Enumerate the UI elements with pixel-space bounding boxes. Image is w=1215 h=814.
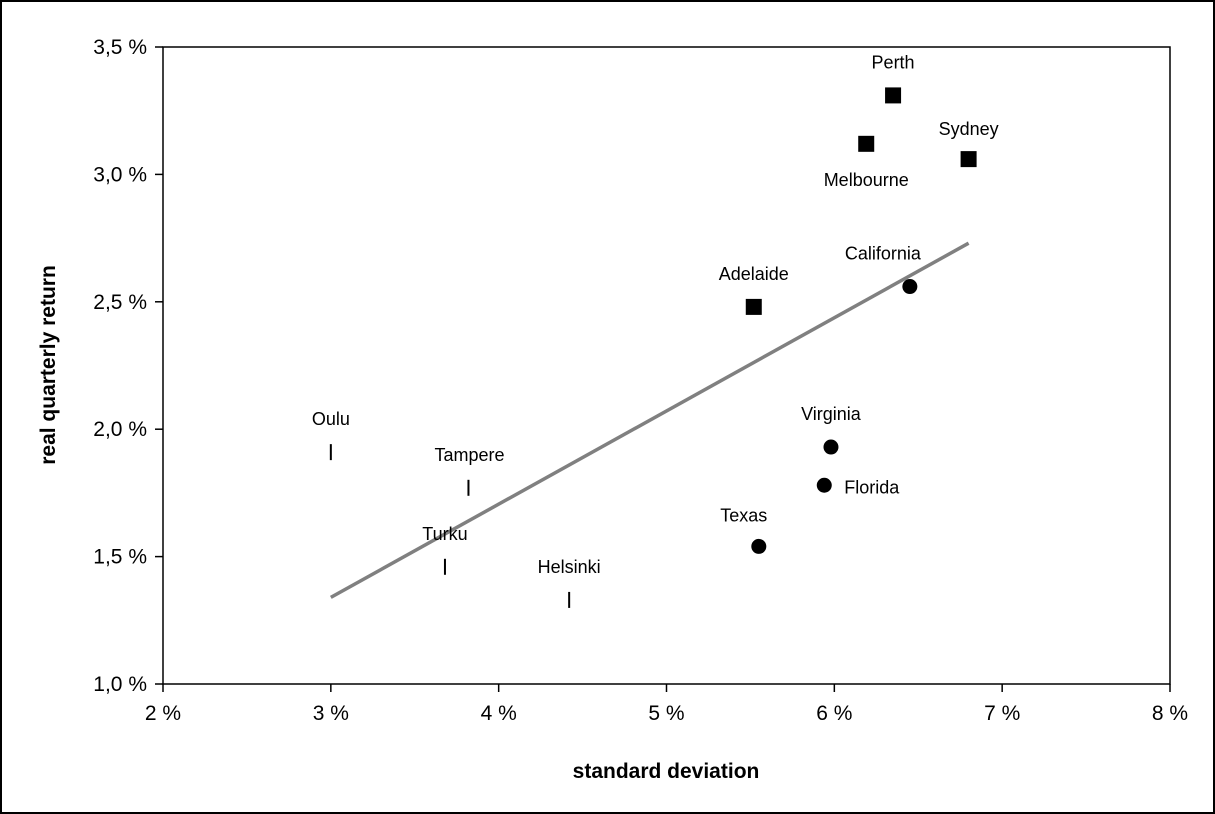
point-label-helsinki: Helsinki xyxy=(538,557,601,577)
point-perth xyxy=(885,87,902,104)
point-california xyxy=(902,279,918,295)
y-tick-label: 2,0 % xyxy=(93,418,147,441)
point-florida xyxy=(816,477,832,493)
point-label-california: California xyxy=(845,244,922,264)
point-label-texas: Texas xyxy=(720,505,767,525)
y-tick-label: 3,0 % xyxy=(93,163,147,186)
point-labels: Perth Melbourne Sydney Adelaide California Vi… xyxy=(312,52,999,577)
x-tick-label: 8 % xyxy=(1152,702,1188,725)
point-texas xyxy=(751,538,767,554)
x-tick-label: 5 % xyxy=(648,702,684,725)
y-tick-label: 1,0 % xyxy=(93,673,147,696)
y-tick-label: 1,5 % xyxy=(93,546,147,569)
data-points xyxy=(329,87,977,608)
y-tick-label: 2,5 % xyxy=(93,291,147,314)
point-label-virginia: Virginia xyxy=(801,404,862,424)
y-axis-title: real quarterly return xyxy=(37,265,60,465)
point-melbourne xyxy=(858,135,875,152)
x-tick-label: 4 % xyxy=(481,702,517,725)
x-axis-title: standard deviation xyxy=(573,760,760,783)
axis-ticks: 2 % 3 % 4 % 5 % 6 % 7 % 8 % 1,0 % 1,5 % 2,0 % 2,5 … xyxy=(93,36,1188,725)
point-sydney xyxy=(960,151,977,168)
point-label-tampere: Tampere xyxy=(434,445,504,465)
plot-area xyxy=(162,46,1171,685)
x-tick-label: 2 % xyxy=(145,702,181,725)
point-label-florida: Florida xyxy=(844,477,900,497)
point-label-perth: Perth xyxy=(872,52,915,72)
point-label-melbourne: Melbourne xyxy=(824,170,909,190)
trendline-group xyxy=(329,241,970,599)
point-virginia xyxy=(823,439,839,455)
x-tick-label: 7 % xyxy=(984,702,1020,725)
point-label-turku: Turku xyxy=(422,524,467,544)
point-adelaide xyxy=(745,298,762,315)
point-label-adelaide: Adelaide xyxy=(719,264,789,284)
y-tick-label: 3,5 % xyxy=(93,36,147,59)
x-tick-label: 6 % xyxy=(816,702,852,725)
point-label-sydney: Sydney xyxy=(939,119,999,139)
point-label-oulu: Oulu xyxy=(312,409,350,429)
trendline xyxy=(329,241,970,599)
x-tick-label: 3 % xyxy=(313,702,349,725)
